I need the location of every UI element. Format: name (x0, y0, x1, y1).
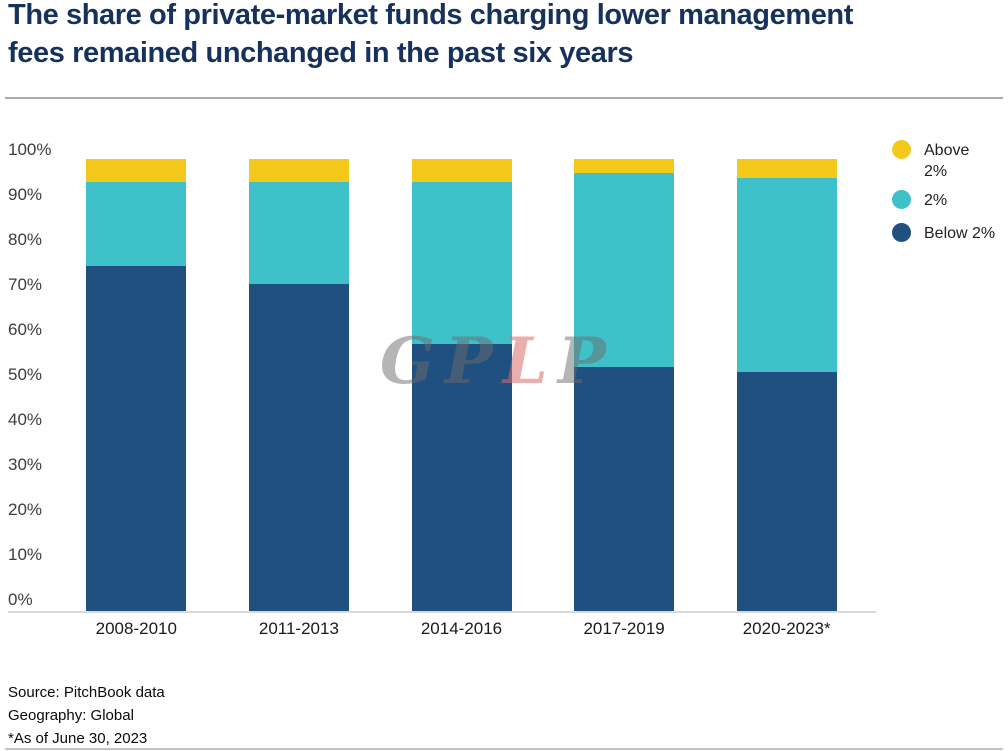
bar-segment-2- (86, 182, 187, 266)
y-tick-label: 10% (8, 545, 43, 564)
footer: Source: PitchBook data Geography: Global… (8, 681, 165, 750)
stacked-bar-2011-2013 (248, 159, 349, 612)
chart-title: The share of private-market funds chargi… (8, 0, 853, 72)
bottom-divider (5, 748, 1003, 750)
bar-segment-above-2- (736, 159, 837, 178)
y-tick-label: 0% (8, 590, 33, 609)
chart-title-line2: fees remained unchanged in the past six … (8, 37, 634, 69)
x-tick-label: 2008-2010 (95, 619, 177, 638)
source-note: Source: PitchBook data (8, 684, 165, 701)
bar-segment-2- (248, 182, 349, 284)
y-tick-label: 20% (8, 500, 43, 519)
x-tick-label: 2020-2023* (742, 619, 831, 638)
bar-segment-below-2- (574, 367, 675, 612)
y-tick-label: 40% (8, 410, 43, 429)
y-tick-label: 70% (8, 275, 43, 294)
x-tick-label: 2011-2013 (258, 619, 339, 638)
bar-segment-2- (411, 182, 512, 345)
bar-segment-2- (736, 177, 837, 372)
bar-segment-below-2- (736, 371, 837, 612)
y-tick-label: 100% (8, 140, 52, 159)
legend-label: 2% (924, 192, 948, 209)
legend-label: Above 2% (924, 142, 970, 180)
y-tick-label: 30% (8, 455, 43, 474)
geography-note: Geography: Global (8, 707, 134, 724)
bar-segment-below-2- (86, 265, 187, 612)
bar-segment-above-2- (574, 159, 675, 174)
legend-label: Below 2% (924, 225, 996, 242)
bar-segment-above-2- (411, 159, 512, 183)
y-tick-label: 90% (8, 185, 43, 204)
bar-segment-below-2- (248, 283, 349, 612)
stacked-bar-2008-2010 (86, 159, 187, 612)
plot-area (55, 150, 868, 612)
chart-title-line1: The share of private-market funds chargi… (8, 0, 853, 31)
legend-swatch-icon (892, 223, 911, 242)
legend-swatch-icon (892, 140, 911, 159)
bar-segment-above-2- (86, 159, 187, 183)
y-tick-label: 60% (8, 320, 43, 339)
bar-segment-2- (574, 173, 675, 368)
top-divider (5, 97, 1003, 99)
x-axis-line (8, 611, 876, 613)
stacked-bar-2014-2016 (411, 159, 512, 612)
x-tick-label: 2014-2016 (420, 619, 503, 638)
stacked-bar-2017-2019 (574, 159, 675, 612)
stacked-bar-2020-2023* (736, 159, 837, 612)
asof-note: *As of June 30, 2023 (8, 730, 148, 747)
legend-swatch-icon (892, 190, 911, 209)
bar-segment-below-2- (411, 344, 512, 612)
bar-segment-above-2- (248, 159, 349, 183)
y-tick-label: 80% (8, 230, 43, 249)
y-tick-label: 50% (8, 365, 43, 384)
x-tick-label: 2017-2019 (583, 619, 665, 638)
